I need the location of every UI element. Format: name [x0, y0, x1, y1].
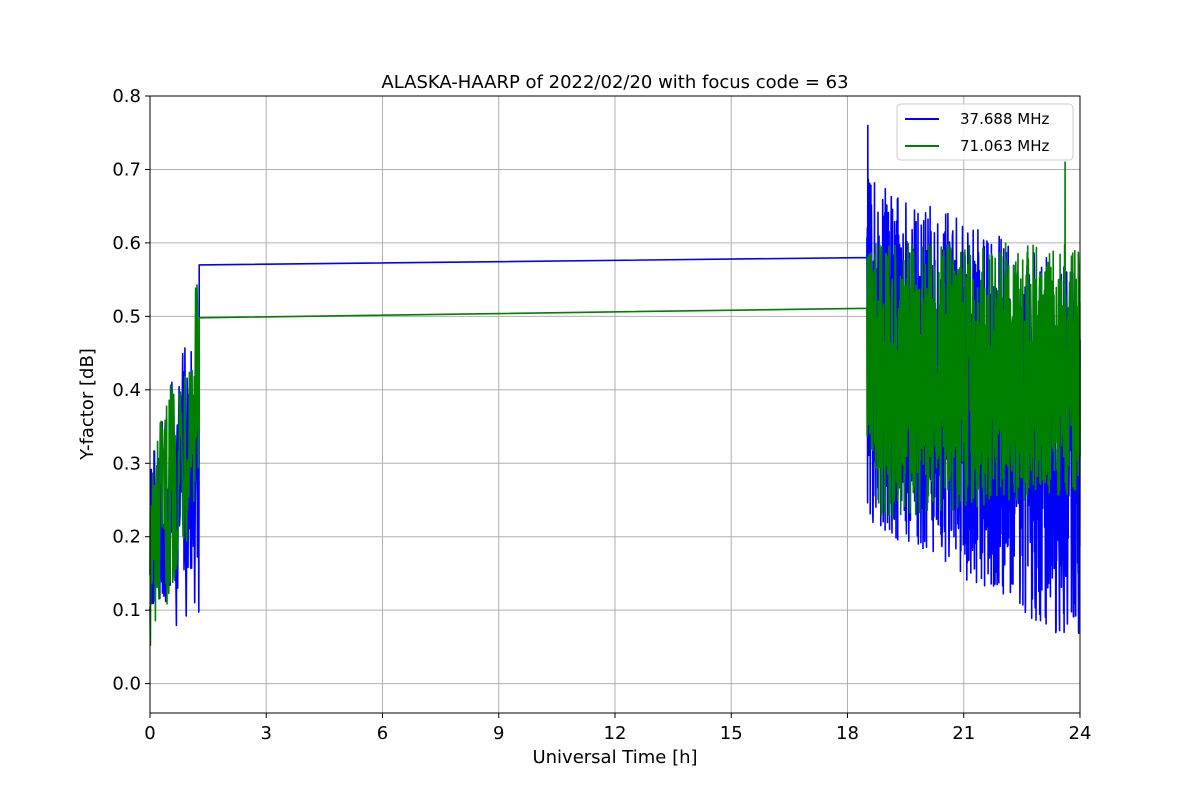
- x-tick-label: 6: [377, 723, 388, 744]
- x-tick-label: 12: [604, 723, 627, 744]
- series-1: [149, 161, 1081, 647]
- x-tick-label: 9: [493, 723, 504, 744]
- y-tick-label: 0.4: [112, 380, 141, 401]
- axis-ticks: 0 3 6 9 12 15 18 21 24 0.0 0.1 0.2 0.3 0.4 0.5 0.6 0.7 0.…: [112, 86, 1091, 744]
- y-tick-label: 0.8: [112, 86, 141, 107]
- data-series: [149, 124, 1081, 647]
- legend: 37.688 MHz 71.063 MHz: [896, 103, 1074, 161]
- chart-title: ALASKA-HAARP of 2022/02/20 with focus co…: [381, 72, 848, 93]
- x-tick-label: 3: [261, 723, 272, 744]
- x-tick-label: 15: [720, 723, 743, 744]
- plot-area: 0 3 6 9 12 15 18 21 24 0.0 0.1 0.2 0.3 0.4 0.5 0.6 0.7 0.…: [112, 86, 1091, 744]
- y-tick-label: 0.6: [112, 233, 141, 254]
- x-axis-label: Universal Time [h]: [532, 747, 697, 768]
- x-tick-label: 24: [1069, 723, 1092, 744]
- legend-label-37688: 37.688 MHz: [960, 110, 1049, 128]
- y-tick-label: 0.1: [112, 600, 141, 621]
- legend-box: [896, 103, 1074, 161]
- x-tick-label: 21: [952, 723, 975, 744]
- y-tick-label: 0.7: [112, 159, 141, 180]
- x-tick-label: 0: [144, 723, 155, 744]
- series-line-1: [149, 161, 1081, 647]
- y-tick-label: 0.5: [112, 306, 141, 327]
- x-tick-label: 18: [836, 723, 859, 744]
- legend-label-71063: 71.063 MHz: [960, 137, 1049, 155]
- y-tick-label: 0.3: [112, 453, 141, 474]
- y-tick-label: 0.0: [112, 674, 141, 695]
- y-axis-label: Y-factor [dB]: [77, 348, 98, 461]
- y-tick-label: 0.2: [112, 527, 141, 548]
